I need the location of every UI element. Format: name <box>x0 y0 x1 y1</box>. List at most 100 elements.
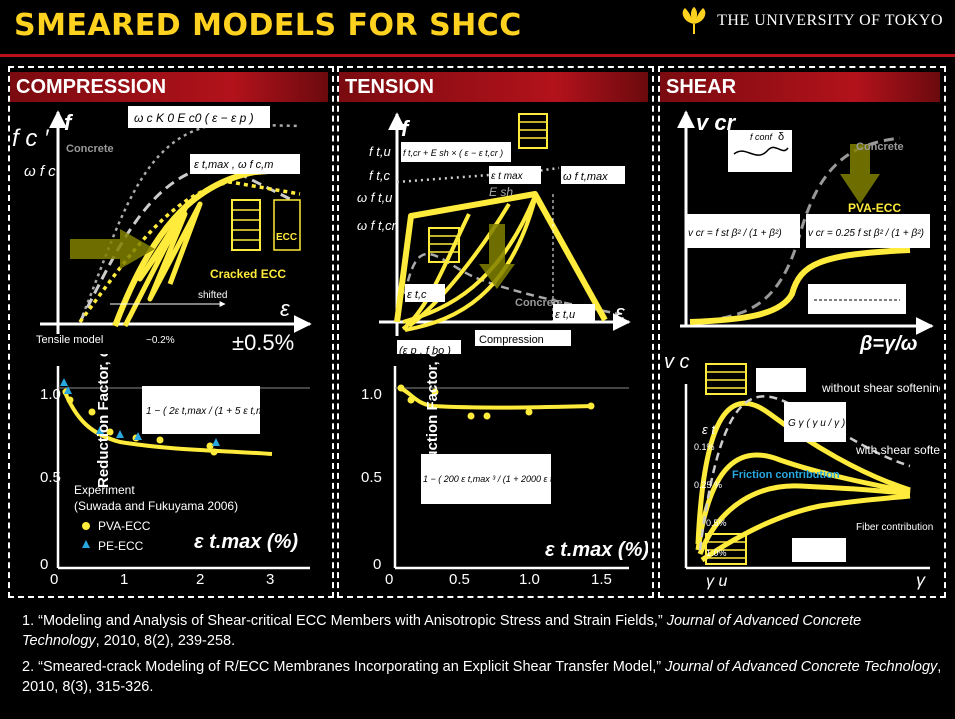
concrete-label: Concrete <box>856 141 904 153</box>
vcr-label: v cr <box>696 110 737 135</box>
omega-ftu-label: ω f t,u <box>357 190 392 205</box>
shifted-label: shifted <box>198 290 227 301</box>
test-point <box>483 412 491 420</box>
xtick-2: 2 <box>196 571 204 588</box>
shifted-curve <box>112 167 283 328</box>
pva-point <box>206 442 214 450</box>
pva-label: PVA-ECC <box>848 201 901 215</box>
pe-legend-marker <box>82 540 90 548</box>
reference-2: 2. “Smeared-crack Modeling of R/ECC Memb… <box>22 659 942 695</box>
fiber-label: Fiber contribution <box>856 522 933 533</box>
university-name: THE UNIVERSITY OF TOKYO <box>717 12 943 29</box>
compression-diagram: f c ′ f ω f c ω c K 0 E c0 ( ε − ε p ) C… <box>12 106 312 354</box>
delta-label: δ <box>778 131 784 143</box>
curve-05 <box>697 483 911 555</box>
concrete-label: Concrete <box>515 297 563 309</box>
f-label: f <box>64 110 74 135</box>
compression-formula: ω c K 0 E c0 ( ε − ε p ) <box>134 111 254 125</box>
pva-point <box>106 428 114 436</box>
ytick-0: 0 <box>40 556 48 573</box>
ftu-label: f t,u <box>369 144 391 159</box>
test-point <box>407 396 415 404</box>
ytick-05: 0.5 <box>361 469 382 486</box>
university-logo: THE UNIVERSITY OF TOKYO <box>677 6 943 36</box>
formula-concrete: v cr = f st β² / (1 + β²) <box>688 228 782 239</box>
compression-panel <box>8 66 334 598</box>
ginkgo-logo-icon <box>682 7 706 34</box>
ytick-1: 1.0 <box>361 386 382 403</box>
pva-legend-marker <box>82 522 90 530</box>
eps-t-label: ε t <box>702 422 716 437</box>
tension-title: TENSION <box>339 72 648 102</box>
eps-tmax-label: ε t max <box>491 171 524 182</box>
tension-specimen-upper <box>518 113 548 149</box>
arrow-down-icon <box>479 224 515 289</box>
without-softening-curve <box>698 395 911 551</box>
approx-label: ~0.2% <box>146 335 175 346</box>
pm-label: ±0.5% <box>232 330 294 354</box>
x-label: ε t.max (%) <box>194 531 298 553</box>
fit-curve <box>62 389 273 456</box>
y-label: Reduction Factor, ω c <box>95 354 112 488</box>
test-point <box>397 384 405 392</box>
test-point <box>587 402 595 410</box>
xtick-0: 0 <box>50 571 58 588</box>
f-label: f <box>401 116 411 141</box>
omega-label: ω <box>704 146 714 161</box>
tension-reduction-chart: Reduction Factor, ω t 1.0 0.5 0 0 0.5 1.… <box>361 354 648 588</box>
xtick-10: 1.0 <box>519 571 540 588</box>
ytick-0: 0 <box>373 556 381 573</box>
with-softening-label: with shear softening <box>855 443 940 457</box>
shear-transfer-chart: G γ ( γ u / γ ) v c without shear soften… <box>664 354 940 590</box>
pe-point <box>212 438 220 446</box>
ytick-1: 1.0 <box>40 386 61 403</box>
omega-ftmax-label: ω f t,max <box>563 171 608 183</box>
formula-pva: v cr = 0.25 f st β² / (1 + β²) <box>808 228 924 239</box>
pva-ecc-curve <box>689 247 911 325</box>
eps-tu-label: ε t,u <box>555 309 575 321</box>
tension-formula: f t,cr + E sh × ( ε − ε t,cr ) <box>403 148 503 158</box>
friction-label: Friction contribution <box>732 469 840 481</box>
shear-panel <box>658 66 946 598</box>
pe-point <box>96 426 104 434</box>
ecc-tension-envelope <box>394 191 608 323</box>
cracked-ecc-label: Cracked ECC <box>210 267 286 281</box>
header-divider <box>0 54 955 57</box>
pe-point <box>60 378 68 386</box>
p025-label: 0.25 % <box>694 480 722 490</box>
xtick-1: 1 <box>120 571 128 588</box>
curve-025 <box>695 452 911 551</box>
pe-point <box>64 386 72 394</box>
vc-label: v c <box>664 354 690 373</box>
eps-tmax-label: ε t,max , ω f c,m <box>194 159 273 171</box>
pe-point <box>134 432 142 440</box>
cracked-ecc-specimen <box>231 199 261 251</box>
tension-diagram: f f t,u f t,c ω f t,u ω f t,cr f t,cr + … <box>357 112 631 354</box>
tensile-model-label: Tensile model <box>36 334 103 346</box>
shear-formula: G γ ( γ u / γ ) <box>788 418 845 429</box>
unloading-loops <box>122 201 203 328</box>
test-point <box>525 408 533 416</box>
pva-point <box>66 396 74 404</box>
tension-reduction-formula: 1 − ( 200 ε t,max ³ / (1 + 2000 ε t,max … <box>423 474 586 484</box>
omega-ftcr-label: ω f t,cr <box>357 218 397 233</box>
ytick-05: 0.5 <box>40 469 61 486</box>
arrow-down-icon <box>840 144 880 204</box>
beta-label: β=γ/ω <box>859 333 918 354</box>
gamma-label: γ <box>916 570 926 590</box>
x-label: ε t.max (%) <box>545 539 648 561</box>
reference-1: 1. “Modeling and Analysis of Shear-criti… <box>22 613 862 649</box>
xtick-05: 0.5 <box>449 571 470 588</box>
xtick-3: 3 <box>266 571 274 588</box>
compression-label: Compression <box>479 334 544 346</box>
p10-label: 1.0% <box>706 548 727 558</box>
shear-title: SHEAR <box>660 72 940 102</box>
crack-sketch-2 <box>808 284 906 314</box>
crack-specimen-top <box>705 363 747 395</box>
test-point <box>467 412 475 420</box>
reduced-curve <box>78 180 301 324</box>
without-softening-label: without shear softening <box>821 381 940 395</box>
references: 1. “Modeling and Analysis of Shear-criti… <box>22 611 942 703</box>
experiment-label: Experiment <box>74 483 135 497</box>
comp-formula: 1 − ( 2ε t,max / (1 + 5 ε t,max) ) <box>146 406 284 417</box>
